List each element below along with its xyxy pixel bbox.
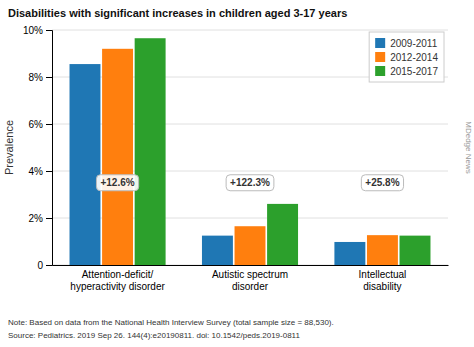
legend-label: 2009-2011 [390, 38, 438, 49]
legend-swatch [375, 66, 385, 76]
annotations: +12.6% +122.3% +25.8% [96, 175, 403, 191]
legend: 2009-2011 2012-2014 2015-2017 [369, 32, 444, 82]
chart: 0 2% 4% 6% 8% 10% Attention-deficit/hyperactiv… [0, 0, 474, 347]
source: Source: Pediatrics. 2019 Sep 26. 144(4):… [8, 331, 300, 340]
y-tick-mark [46, 124, 52, 125]
x-tick: Intellectualdisability [359, 269, 407, 292]
legend-box [369, 32, 444, 82]
x-tick: Autistic spectrumdisorder [212, 269, 288, 292]
y-tick: 0 [37, 260, 52, 271]
y-tick-mark [46, 218, 52, 219]
y-tick-label: 10% [23, 25, 43, 36]
y-tick-label: 0 [37, 260, 43, 271]
legend-item: 2009-2011 [375, 38, 438, 49]
y-tick-label: 2% [29, 213, 44, 224]
y-axis: 0 2% 4% 6% 8% 10% [23, 25, 53, 271]
y-tick-mark [46, 30, 52, 31]
y-tick-label: 6% [29, 119, 44, 130]
bar [267, 204, 298, 265]
y-tick: 2% [29, 213, 52, 224]
annotation-text: +122.3% [230, 177, 270, 188]
bar [334, 242, 365, 265]
bars [70, 38, 431, 265]
x-tick-label: Autistic spectrumdisorder [212, 269, 288, 292]
note: Note: Based on data from the National He… [8, 318, 334, 327]
bar [70, 64, 101, 265]
legend-swatch [375, 52, 385, 62]
legend-swatch [375, 38, 385, 48]
plot: 0 2% 4% 6% 8% 10% Attention-deficit/hyperactiv… [23, 25, 449, 292]
annotation: +122.3% [226, 175, 274, 191]
title: Disabilities with significant increases … [8, 7, 347, 19]
y-tick-label: 8% [29, 72, 44, 83]
y-tick: 6% [29, 119, 52, 130]
x-axis-line [53, 265, 449, 266]
annotation-box [361, 175, 403, 191]
annotation-text: +12.6% [100, 177, 134, 188]
bar [235, 226, 266, 265]
bar [202, 236, 233, 265]
annotation: +12.6% [96, 175, 138, 191]
x-tick-label: Attention-deficit/hyperactivity disorder [70, 269, 165, 292]
legend-item: 2012-2014 [375, 52, 438, 63]
y-tick: 10% [23, 25, 52, 36]
x-tick-label: Intellectualdisability [359, 269, 407, 292]
legend-item: 2015-2017 [375, 66, 438, 77]
grid-line [52, 30, 448, 31]
bar [400, 236, 431, 265]
y-tick-label: 4% [29, 166, 44, 177]
y-tick-mark [46, 77, 52, 78]
annotation-box [96, 175, 138, 191]
bar [367, 235, 398, 265]
x-tick: Attention-deficit/hyperactivity disorder [70, 269, 165, 292]
annotation-box [226, 175, 274, 191]
y-tick: 8% [29, 72, 52, 83]
y-axis-line [46, 31, 53, 266]
y-tick-mark [46, 265, 52, 266]
legend-label: 2012-2014 [390, 52, 438, 63]
bar [102, 49, 133, 265]
y-tick: 4% [29, 166, 52, 177]
legend-label: 2015-2017 [390, 66, 438, 77]
bar [135, 38, 166, 265]
x-axis: Attention-deficit/hyperactivity disorder… [53, 266, 449, 292]
y-axis-title: Prevalence [3, 120, 15, 175]
y-tick-mark [46, 171, 52, 172]
watermark: MDedge News [464, 121, 473, 173]
grid [52, 30, 448, 265]
annotation: +25.8% [361, 175, 403, 191]
annotation-text: +25.8% [365, 177, 399, 188]
